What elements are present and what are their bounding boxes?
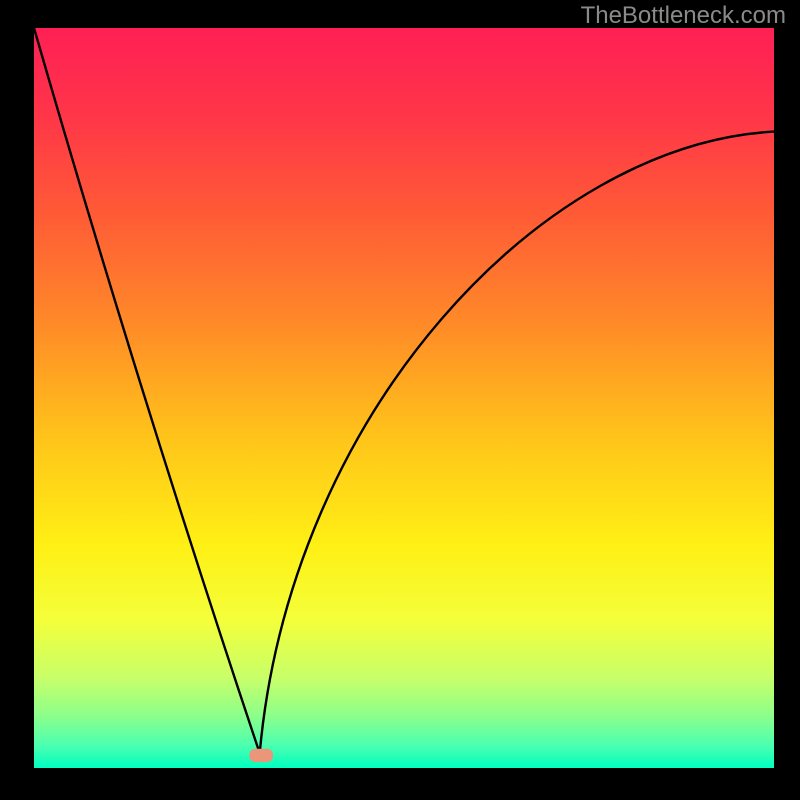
optimal-marker — [249, 749, 273, 762]
bottleneck-chart — [0, 0, 800, 800]
chart-container: TheBottleneck.com — [0, 0, 800, 800]
watermark-text: TheBottleneck.com — [581, 2, 786, 30]
